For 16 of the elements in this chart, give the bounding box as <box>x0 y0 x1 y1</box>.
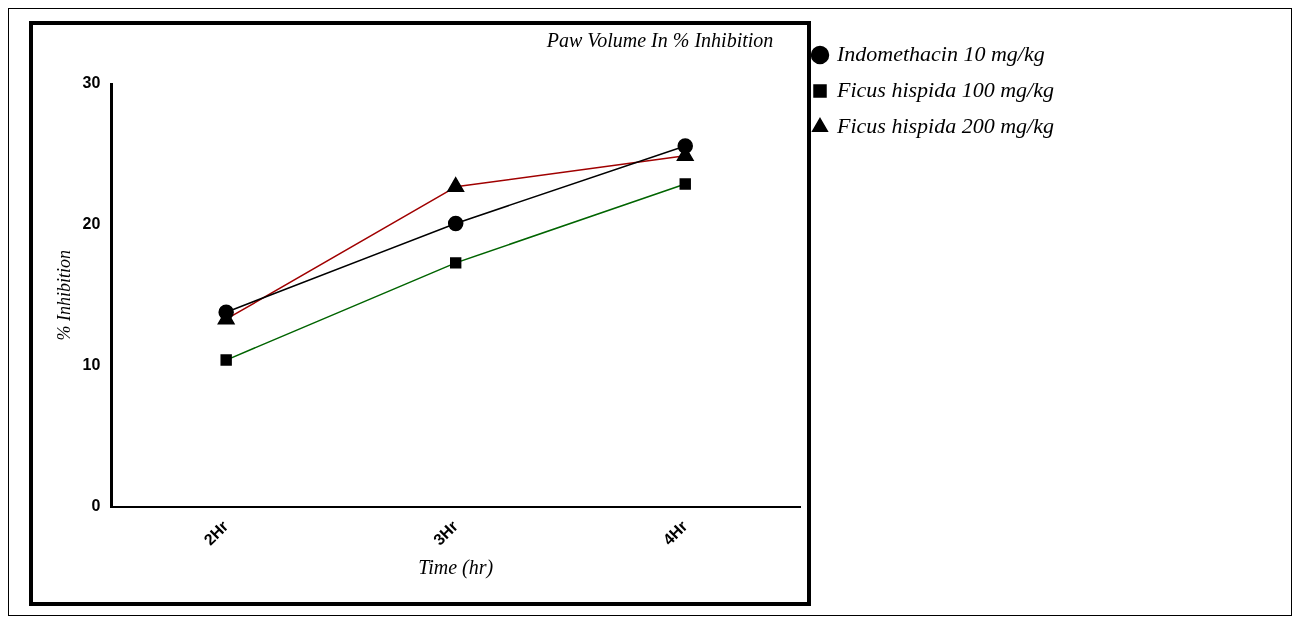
point <box>218 304 234 320</box>
legend-label: Indomethacin 10 mg/kg <box>836 40 1045 66</box>
x-axis-title: Time (hr) <box>418 556 494 580</box>
chart-title: Paw Volume In % Inhibition <box>545 29 774 52</box>
legend-label: Ficus hispida 100 mg/kg <box>836 76 1054 102</box>
point <box>447 215 464 232</box>
x-tick-label: 4Hr <box>659 517 691 549</box>
legend-label: Ficus hispida 200 mg/kg <box>836 112 1054 138</box>
x-tick-label: 2Hr <box>200 517 232 549</box>
y-axis-title: % Inhibition <box>53 250 74 341</box>
y-tick-label: 30 <box>82 74 101 92</box>
y-tick-label: 10 <box>82 356 101 374</box>
point <box>677 138 693 154</box>
y-tick-label: 20 <box>82 215 101 233</box>
y-tick-label: 0 <box>91 496 101 514</box>
x-tick-label: 3Hr <box>430 517 461 549</box>
